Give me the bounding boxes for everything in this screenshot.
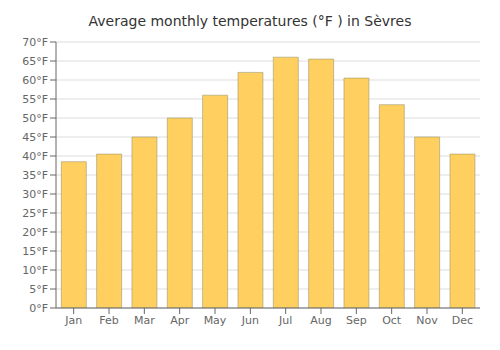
svg-text:0°F: 0°F xyxy=(29,302,48,315)
svg-text:30°F: 30°F xyxy=(22,188,48,201)
svg-text:65°F: 65°F xyxy=(22,55,48,68)
svg-text:Sep: Sep xyxy=(346,314,367,327)
svg-text:10°F: 10°F xyxy=(22,264,48,277)
svg-text:Jun: Jun xyxy=(241,314,259,327)
svg-text:70°F: 70°F xyxy=(22,36,48,49)
svg-text:Aug: Aug xyxy=(310,314,331,327)
svg-text:25°F: 25°F xyxy=(22,207,48,220)
svg-text:40°F: 40°F xyxy=(22,150,48,163)
svg-text:55°F: 55°F xyxy=(22,93,48,106)
svg-text:Jan: Jan xyxy=(64,314,82,327)
html-text:Average monthly temperatures (: Average monthly temperatures (°F ) in Sè… xyxy=(88,13,412,29)
svg-text:15°F: 15°F xyxy=(22,245,48,258)
svg-text:60°F: 60°F xyxy=(22,74,48,87)
svg-text:Oct: Oct xyxy=(382,314,402,327)
svg-text:Jul: Jul xyxy=(278,314,292,327)
svg-text:50°F: 50°F xyxy=(22,112,48,125)
svg-text:5°F: 5°F xyxy=(29,283,48,296)
svg-text:Nov: Nov xyxy=(416,314,438,327)
svg-text:May: May xyxy=(204,314,227,327)
svg-text:35°F: 35°F xyxy=(22,169,48,182)
svg-text:20°F: 20°F xyxy=(22,226,48,239)
svg-text:Feb: Feb xyxy=(99,314,118,327)
svg-text:Mar: Mar xyxy=(134,314,155,327)
svg-text:Apr: Apr xyxy=(170,314,190,327)
svg-text:45°F: 45°F xyxy=(22,131,48,144)
svg-text:Dec: Dec xyxy=(452,314,473,327)
